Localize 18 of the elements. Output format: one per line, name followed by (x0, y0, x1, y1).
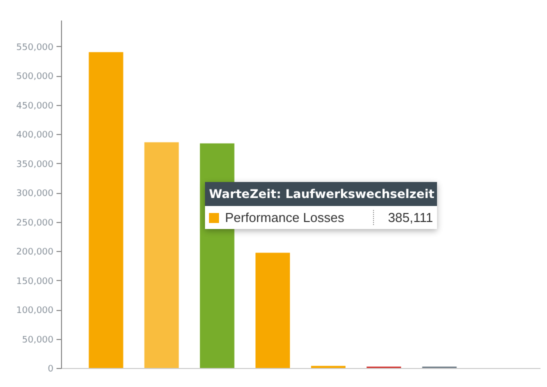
bar (88, 52, 124, 368)
annotation: 385,111 (386, 210, 433, 225)
y-tick-label: 350,000 (16, 160, 54, 170)
y-tick-label: 250,000 (16, 218, 54, 228)
bar (255, 252, 290, 368)
y-tick-label: 450,000 (16, 101, 54, 112)
annotation: Performance Losses (225, 210, 374, 225)
y-tick-label: 150,000 (16, 276, 54, 287)
y-tick-label: 550,000 (16, 42, 54, 53)
y-tick-label: 0 (48, 364, 54, 374)
annotation: WarteZeit: Laufwerkswechselzeit (205, 182, 437, 206)
bar (144, 142, 179, 368)
y-tick-label: 400,000 (16, 130, 54, 141)
y-tick-label: 300,000 (16, 189, 54, 200)
y-tick-label: 100,000 (16, 306, 54, 316)
y-tick-label: 200,000 (16, 248, 54, 258)
y-tick-label: 50,000 (22, 335, 54, 346)
y-tick-label: 500,000 (16, 72, 54, 82)
